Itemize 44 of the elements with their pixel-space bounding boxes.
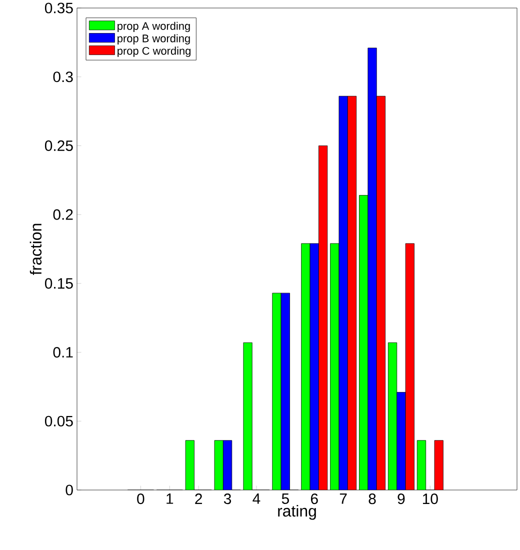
x-tick-label: 0 [137,494,144,504]
y-tick-label: 0.05 [44,416,73,426]
y-tick-label: 0.1 [53,346,73,358]
x-tick-label: 6 [310,494,318,504]
bar [416,440,426,490]
legend-label: prop B wording [118,34,190,44]
y-tick-label: 0.25 [44,140,73,151]
bar [347,96,357,490]
y-axis-title: fraction [30,224,42,275]
bar [310,243,319,490]
y-tick-label: 0 [66,484,73,496]
x-tick-label: 10 [422,494,438,504]
bar [396,392,406,490]
bar [318,146,328,490]
bar [243,342,252,490]
bar [405,243,414,490]
bar [368,48,377,490]
y-tick-label: 0.35 [44,2,73,14]
x-tick-label: 4 [252,494,260,504]
x-tick-label: 5 [282,494,289,504]
x-tick-label: 7 [340,494,347,504]
legend-label: prop A wording [118,22,190,32]
bar [301,243,310,490]
bar [388,342,398,490]
x-tick-label: 9 [398,494,405,504]
legend-label: prop C wording [118,46,190,57]
bar [280,292,290,490]
bar [376,96,386,490]
bar [214,440,224,490]
bar [222,440,232,490]
y-tick-label: 0.2 [53,209,73,220]
y-tick-label: 0.3 [53,72,73,82]
x-tick-label: 2 [195,494,202,504]
bar [272,292,282,490]
bar [330,243,340,490]
x-tick-label: 1 [166,494,174,504]
y-tick-label: 0.15 [44,278,73,289]
x-tick-label: 3 [224,494,232,504]
bar [338,96,348,490]
bar [434,440,444,490]
bar [185,440,194,490]
bar [359,195,368,490]
x-axis-title: rating [278,504,316,520]
x-tick-label: 8 [368,494,376,504]
